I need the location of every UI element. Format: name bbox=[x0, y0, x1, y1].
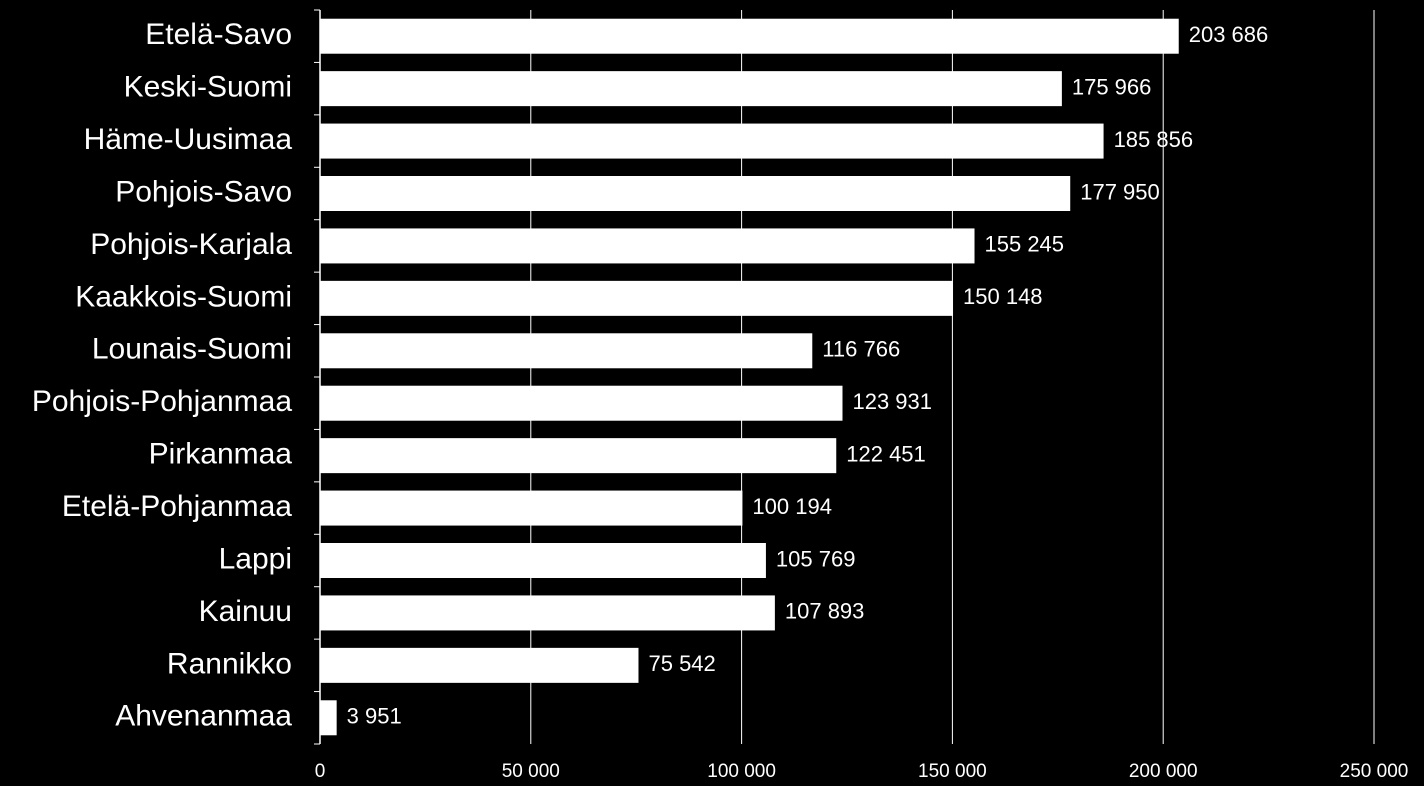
bar bbox=[320, 228, 975, 264]
value-label: 203 686 bbox=[1189, 22, 1269, 47]
category-label: Keski-Suomi bbox=[124, 71, 292, 104]
category-label: Pohjois-Karjala bbox=[90, 228, 292, 261]
category-label: Pohjois-Savo bbox=[115, 175, 292, 208]
x-tick-label: 150 000 bbox=[918, 761, 987, 782]
category-label: Lappi bbox=[219, 542, 292, 575]
bar bbox=[320, 438, 837, 474]
x-tick-label: 200 000 bbox=[1129, 761, 1198, 782]
x-tick-label: 250 000 bbox=[1340, 761, 1409, 782]
bar bbox=[320, 543, 766, 578]
category-label: Pohjois-Pohjanmaa bbox=[32, 385, 292, 418]
bar bbox=[320, 176, 1071, 211]
category-label: Kainuu bbox=[199, 595, 292, 628]
value-label: 75 542 bbox=[648, 651, 715, 676]
bar bbox=[320, 71, 1062, 107]
value-label: 107 893 bbox=[785, 599, 865, 624]
bar bbox=[320, 18, 1179, 54]
value-label: 3 951 bbox=[347, 704, 402, 729]
bar bbox=[320, 490, 743, 526]
x-tick-label: 50 000 bbox=[502, 761, 560, 782]
category-label: Kaakkois-Suomi bbox=[75, 280, 292, 313]
bar bbox=[320, 123, 1104, 159]
value-label: 150 148 bbox=[963, 284, 1043, 309]
value-label: 177 950 bbox=[1080, 179, 1160, 204]
value-label: 175 966 bbox=[1072, 74, 1152, 99]
bar bbox=[320, 385, 843, 421]
category-label: Pirkanmaa bbox=[149, 438, 293, 471]
value-label: 122 451 bbox=[846, 441, 926, 466]
category-label: Lounais-Suomi bbox=[92, 333, 292, 366]
value-label: 105 769 bbox=[776, 546, 856, 571]
category-label: Rannikko bbox=[167, 647, 292, 680]
bar bbox=[320, 280, 954, 316]
bar bbox=[320, 595, 775, 631]
value-label: 155 245 bbox=[985, 232, 1065, 257]
category-label: Etelä-Savo bbox=[145, 18, 292, 51]
category-label: Ahvenanmaa bbox=[115, 700, 292, 733]
value-label: 100 194 bbox=[752, 494, 832, 519]
bar bbox=[320, 700, 337, 736]
bar bbox=[320, 647, 639, 683]
value-label: 116 766 bbox=[822, 337, 900, 362]
x-tick-label: 0 bbox=[315, 761, 326, 782]
value-label: 185 856 bbox=[1114, 127, 1194, 152]
category-label: Etelä-Pohjanmaa bbox=[62, 490, 292, 523]
category-label: Häme-Uusimaa bbox=[84, 123, 293, 156]
bar bbox=[320, 333, 813, 369]
value-label: 123 931 bbox=[852, 389, 932, 414]
x-tick-label: 100 000 bbox=[707, 761, 776, 782]
